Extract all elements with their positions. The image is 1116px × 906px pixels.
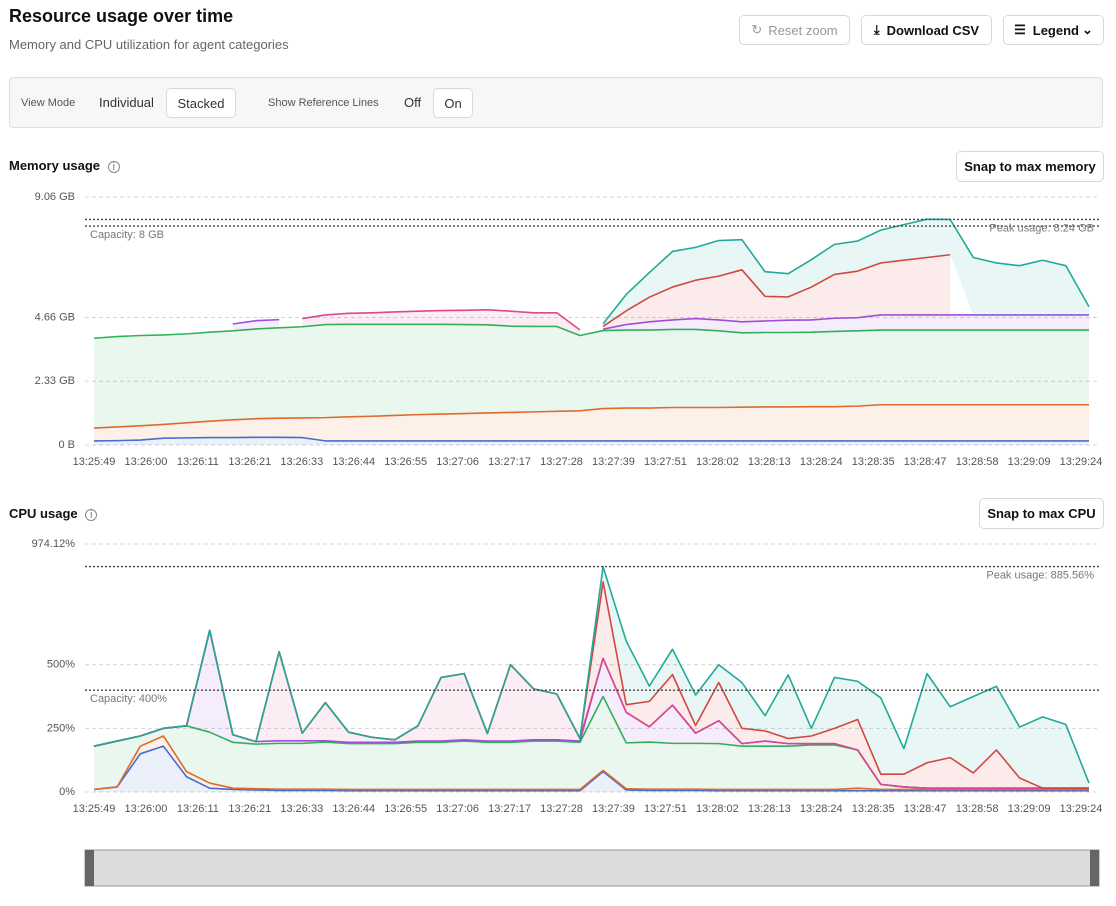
reference-label: Capacity: 8 GB bbox=[90, 229, 164, 241]
reference-label: Peak usage: 8.24 GB bbox=[989, 222, 1094, 234]
x-tick-label: 13:28:02 bbox=[696, 803, 739, 815]
stacked-area bbox=[603, 314, 1089, 333]
y-tick-label: 4.66 GB bbox=[35, 311, 75, 323]
stacked-area bbox=[94, 630, 1089, 789]
legend-button[interactable]: ☰ Legend ⌄ bbox=[1003, 15, 1104, 45]
stacked-area bbox=[94, 581, 1089, 789]
chart-title-text: CPU usage bbox=[9, 506, 78, 521]
x-tick-label: 13:26:55 bbox=[384, 803, 427, 815]
page-subtitle: Memory and CPU utilization for agent cat… bbox=[9, 37, 289, 52]
x-tick-label: 13:29:09 bbox=[1008, 456, 1051, 468]
x-tick-label: 13:27:28 bbox=[540, 803, 583, 815]
y-tick-label: 0 B bbox=[58, 439, 75, 451]
series-line bbox=[93, 565, 1090, 784]
x-tick-label: 13:27:06 bbox=[436, 803, 479, 815]
x-tick-label: 13:27:17 bbox=[488, 803, 531, 815]
reference-label: Peak usage: 885.56% bbox=[986, 569, 1094, 581]
page-title: Resource usage over time bbox=[9, 6, 234, 26]
snap-button[interactable]: Snap to max memory bbox=[956, 151, 1104, 182]
x-tick-label: 13:28:58 bbox=[956, 456, 999, 468]
x-tick-label: 13:26:21 bbox=[228, 803, 271, 815]
brush-handle[interactable] bbox=[85, 850, 94, 886]
x-tick-label: 13:28:35 bbox=[852, 803, 895, 815]
brush-handle[interactable] bbox=[1090, 850, 1099, 886]
stacked-area bbox=[603, 254, 951, 330]
x-tick-label: 13:25:49 bbox=[73, 803, 116, 815]
series-line bbox=[93, 403, 1089, 429]
x-tick-label: 13:27:06 bbox=[436, 456, 479, 468]
y-tick-label: 2.33 GB bbox=[35, 375, 75, 387]
x-tick-label: 13:28:47 bbox=[904, 456, 947, 468]
stacked-area bbox=[94, 404, 1089, 441]
stacked-area bbox=[94, 324, 1089, 429]
view-mode-option[interactable]: Stacked bbox=[166, 88, 236, 118]
y-tick-label: 974.12% bbox=[32, 538, 76, 550]
x-tick-label: 13:28:02 bbox=[696, 456, 739, 468]
chart-title: Memory usage i bbox=[9, 158, 120, 173]
y-tick-label: 0% bbox=[59, 786, 75, 798]
x-tick-label: 13:28:58 bbox=[956, 803, 999, 815]
chart-title-text: Memory usage bbox=[9, 158, 101, 173]
range-brush[interactable] bbox=[84, 849, 1100, 887]
x-tick-label: 13:26:44 bbox=[332, 456, 375, 468]
x-tick-label: 13:28:13 bbox=[748, 456, 791, 468]
x-tick-label: 13:27:39 bbox=[592, 803, 635, 815]
x-tick-label: 13:29:24 bbox=[1060, 456, 1103, 468]
series-line bbox=[93, 735, 1089, 791]
x-tick-label: 13:28:47 bbox=[904, 803, 947, 815]
x-tick-label: 13:26:55 bbox=[384, 456, 427, 468]
x-tick-label: 13:26:00 bbox=[125, 803, 168, 815]
chart-title: CPU usage i bbox=[9, 506, 98, 521]
reference-option[interactable]: On bbox=[433, 88, 473, 118]
x-tick-label: 13:27:51 bbox=[644, 456, 687, 468]
x-tick-label: 13:26:21 bbox=[228, 456, 271, 468]
snap-button[interactable]: Snap to max CPU bbox=[979, 498, 1104, 529]
reference-option[interactable]: Off bbox=[404, 95, 422, 110]
y-tick-label: 500% bbox=[47, 659, 75, 671]
x-tick-label: 13:26:33 bbox=[280, 803, 323, 815]
button-label: Reset zoom bbox=[768, 22, 838, 38]
button-label: Legend bbox=[1032, 22, 1079, 38]
x-tick-label: 13:29:09 bbox=[1008, 803, 1051, 815]
x-tick-label: 13:27:51 bbox=[644, 803, 687, 815]
button-label: Download CSV bbox=[886, 22, 980, 38]
x-tick-label: 13:25:49 bbox=[73, 456, 116, 468]
x-tick-label: 13:26:33 bbox=[280, 456, 323, 468]
x-tick-label: 13:26:11 bbox=[177, 803, 219, 815]
x-tick-label: 13:28:24 bbox=[800, 803, 843, 815]
x-tick-label: 13:27:28 bbox=[540, 456, 583, 468]
reset-zoom-button[interactable]: ↻ Reset zoom bbox=[739, 15, 850, 45]
download-csv-button[interactable]: ⤓ Download CSV bbox=[861, 15, 992, 45]
x-tick-label: 13:26:00 bbox=[125, 456, 168, 468]
series-line bbox=[602, 218, 1090, 325]
control-label: View Mode bbox=[21, 97, 76, 109]
x-tick-label: 13:29:24 bbox=[1060, 803, 1103, 815]
reference-label: Capacity: 400% bbox=[90, 693, 167, 705]
x-tick-label: 13:27:17 bbox=[488, 456, 531, 468]
view-mode-option[interactable]: Individual bbox=[99, 95, 154, 110]
x-tick-label: 13:28:35 bbox=[852, 456, 895, 468]
x-tick-label: 13:27:39 bbox=[592, 456, 635, 468]
series-line bbox=[93, 436, 1089, 442]
x-tick-label: 13:26:44 bbox=[332, 803, 375, 815]
control-label: Show Reference Lines bbox=[268, 97, 379, 109]
series-line bbox=[93, 323, 1089, 340]
x-tick-label: 13:28:13 bbox=[748, 803, 791, 815]
stacked-area bbox=[603, 219, 1089, 327]
x-tick-label: 13:28:24 bbox=[800, 456, 843, 468]
y-tick-label: 9.06 GB bbox=[35, 191, 75, 203]
series-line bbox=[602, 253, 951, 328]
stacked-area bbox=[94, 696, 1089, 790]
series-line bbox=[302, 308, 581, 331]
x-tick-label: 13:26:11 bbox=[177, 456, 219, 468]
y-tick-label: 250% bbox=[47, 722, 75, 734]
series-line bbox=[93, 745, 1089, 792]
stacked-area bbox=[94, 746, 1089, 792]
series-line bbox=[232, 314, 1089, 330]
stacked-area bbox=[94, 630, 1089, 789]
stacked-area bbox=[302, 309, 580, 336]
